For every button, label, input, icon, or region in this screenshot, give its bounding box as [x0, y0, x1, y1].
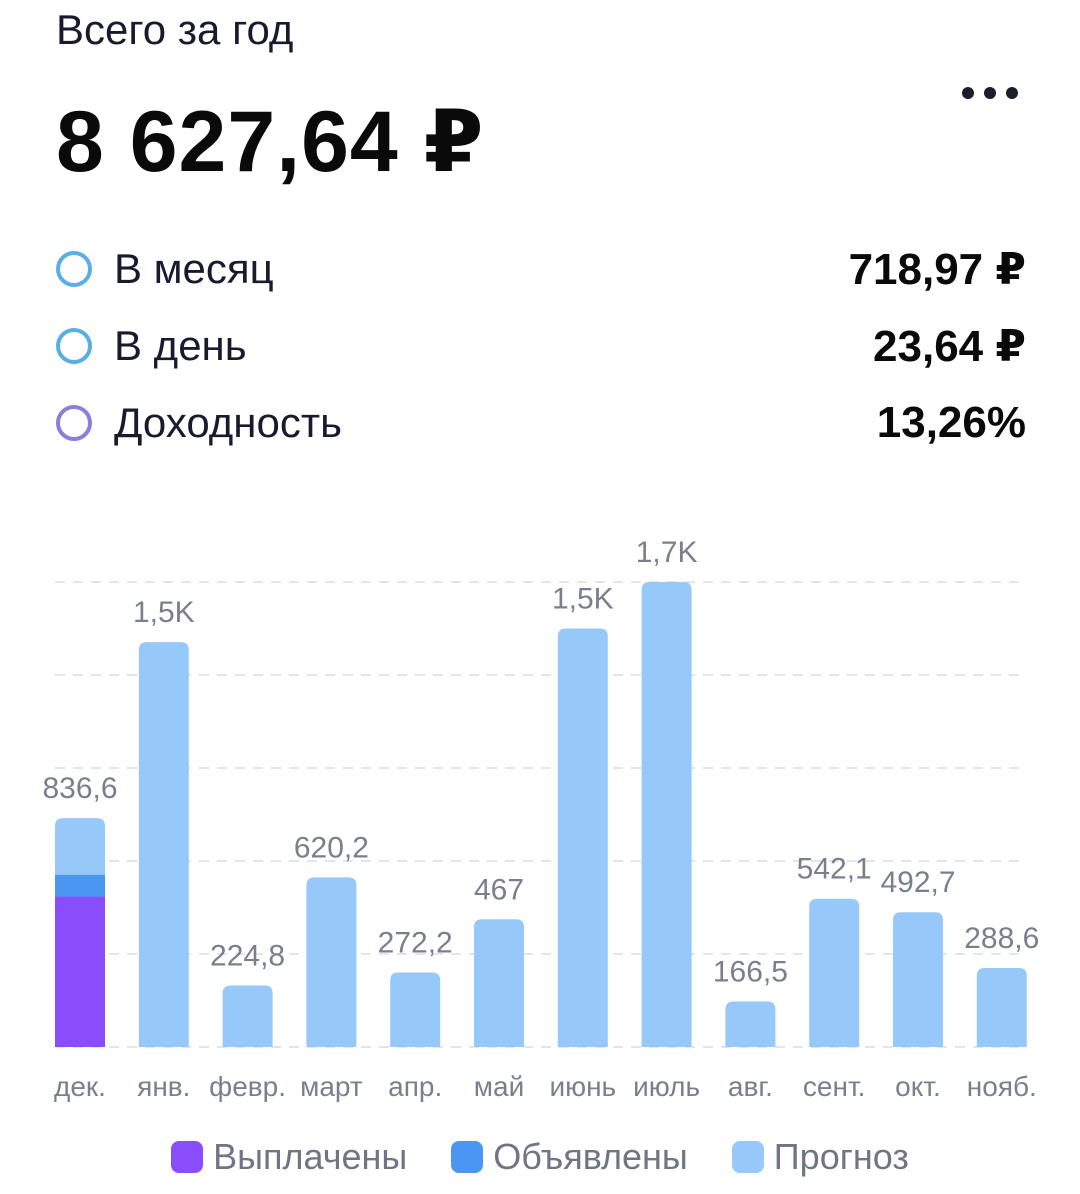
bar-value-label: 1,7K: [636, 536, 698, 569]
category-label: май: [474, 1071, 524, 1102]
bar-value-label: 1,5K: [133, 596, 195, 629]
legend-swatch: [731, 1141, 764, 1173]
bar-segment: [222, 985, 273, 1047]
category-label: окт.: [895, 1071, 941, 1102]
bar-segment: [390, 972, 441, 1047]
bar-value-label: 166,5: [713, 955, 788, 988]
category-label: июнь: [549, 1071, 616, 1102]
category-label: февр.: [209, 1071, 286, 1102]
bar-value-label: 272,2: [378, 927, 453, 960]
bar-segment: [725, 1001, 776, 1047]
dot-icon: [1006, 87, 1018, 99]
stat-label: В день: [114, 322, 247, 369]
total-amount: 8 627,64 ₽: [56, 94, 485, 190]
bar-value-label: 288,6: [964, 922, 1039, 955]
bar-segment: [306, 877, 357, 1047]
month-circle-icon: [56, 251, 92, 287]
bar-segment: [474, 919, 524, 1047]
bar-value-label: 467: [474, 873, 524, 906]
bar-value-label: 836,6: [42, 772, 117, 805]
bar-segment: [641, 582, 692, 1047]
chart-legend: Выплачены Объявлены Прогноз: [0, 1132, 1080, 1182]
bar-segment: [55, 896, 105, 1047]
stat-row-yield: Доходность 13,26%: [56, 393, 1026, 453]
category-label: апр.: [388, 1071, 442, 1102]
bar-segment: [893, 912, 943, 1047]
stat-value: 23,64 ₽: [873, 321, 1026, 371]
legend-label: Объявлены: [493, 1136, 688, 1177]
day-circle-icon: [56, 328, 92, 364]
bar-segment: [55, 874, 105, 897]
stat-label: Доходность: [114, 399, 342, 446]
dot-icon: [984, 87, 996, 99]
category-label: сент.: [803, 1071, 866, 1102]
category-label: нояб.: [967, 1071, 1037, 1102]
legend-swatch: [451, 1141, 484, 1173]
period-label: Всего за год: [56, 6, 294, 53]
dividends-bar-chart: 836,6 дек. 1,5K янв. 224,8 февр. 620,2 март 272,…: [42, 536, 1039, 1102]
legend-item-paid[interactable]: Выплачены: [171, 1136, 407, 1178]
bar-segment: [809, 898, 860, 1047]
legend-swatch: [171, 1141, 204, 1173]
legend-item-announced[interactable]: Объявлены: [451, 1136, 688, 1178]
bar-value-label: 224,8: [210, 940, 285, 973]
bar-segment: [976, 968, 1027, 1047]
legend-item-forecast[interactable]: Прогноз: [731, 1136, 909, 1178]
dot-icon: [962, 87, 974, 99]
bar-value-label: 620,2: [294, 831, 369, 864]
stat-value: 718,97 ₽: [848, 244, 1026, 294]
bar-value-label: 542,1: [797, 853, 872, 886]
legend-label: Выплачены: [213, 1136, 408, 1177]
bar-segment: [55, 818, 105, 875]
category-label: авг.: [728, 1071, 773, 1102]
legend-label: Прогноз: [773, 1136, 909, 1177]
category-label: июль: [633, 1071, 700, 1102]
stat-label: В месяц: [114, 245, 274, 292]
more-options-icon[interactable]: [952, 76, 1028, 110]
bar-value-label: 1,5K: [552, 583, 614, 616]
category-label: дек.: [54, 1071, 106, 1102]
bar-segment: [138, 642, 189, 1047]
bar-segment: [557, 628, 608, 1047]
category-label: март: [300, 1071, 363, 1102]
category-label: янв.: [137, 1071, 190, 1102]
stat-row-month: В месяц 718,97 ₽: [56, 239, 1026, 299]
stat-row-day: В день 23,64 ₽: [56, 316, 1026, 376]
bar-value-label: 492,7: [880, 866, 955, 899]
yield-circle-icon: [56, 405, 92, 441]
stat-value: 13,26%: [876, 398, 1026, 447]
